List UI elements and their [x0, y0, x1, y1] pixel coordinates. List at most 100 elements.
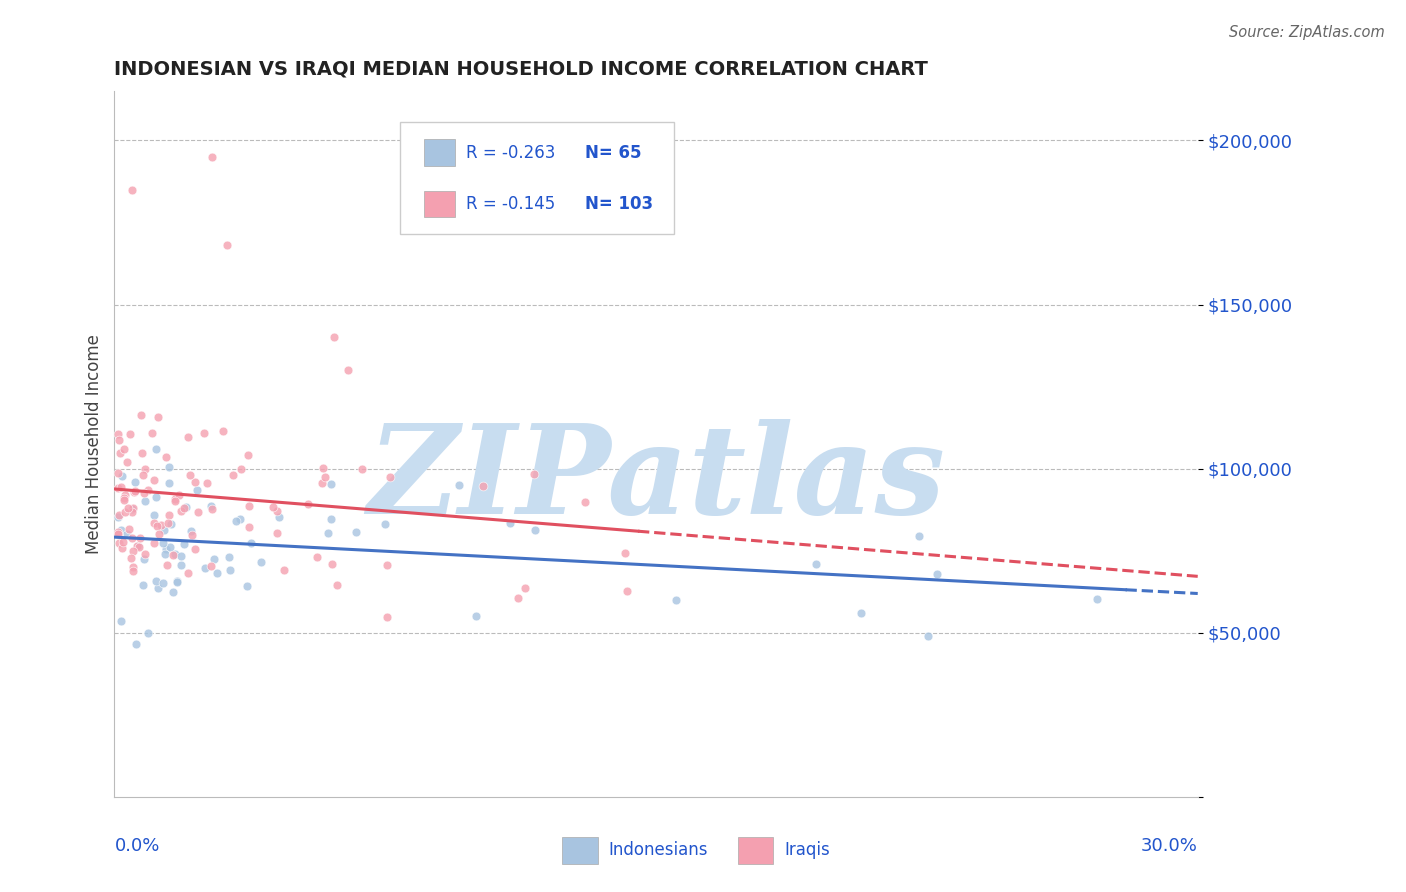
Point [219, 563, 242, 577]
Point [124, 475, 146, 489]
Point [806, 558, 828, 572]
Point [107, 524, 129, 539]
Point [110, 614, 132, 628]
Text: Iraqis: Iraqis [785, 841, 831, 859]
Point [163, 493, 186, 508]
Point [229, 462, 252, 476]
Point [152, 536, 174, 550]
Point [297, 497, 319, 511]
Point [374, 516, 396, 531]
Point [157, 475, 180, 490]
Point [228, 511, 250, 525]
Point [212, 424, 235, 438]
Point [380, 470, 402, 484]
Point [129, 531, 152, 545]
Text: 0.0%: 0.0% [114, 837, 160, 855]
Text: 30.0%: 30.0% [1140, 837, 1198, 855]
Point [170, 558, 193, 572]
Point [238, 448, 260, 462]
Point [132, 551, 155, 566]
Point [122, 564, 145, 578]
Point [616, 584, 638, 599]
Point [155, 450, 177, 465]
Point [170, 504, 193, 518]
Point [240, 536, 263, 550]
Point [465, 608, 488, 623]
Point [117, 526, 139, 541]
Point [173, 537, 195, 551]
Point [121, 531, 143, 545]
Point [316, 526, 339, 541]
Point [108, 508, 131, 522]
Point [506, 591, 529, 606]
Point [186, 483, 208, 497]
Point [138, 625, 160, 640]
Point [148, 526, 170, 541]
Point [177, 566, 200, 581]
Point [267, 510, 290, 524]
Point [180, 528, 202, 542]
Point [202, 552, 225, 566]
Point [377, 558, 399, 572]
Point [117, 501, 139, 516]
Point [200, 502, 222, 516]
Point [156, 558, 179, 572]
Point [114, 504, 136, 518]
Point [166, 575, 188, 590]
Text: INDONESIAN VS IRAQI MEDIAN HOUSEHOLD INCOME CORRELATION CHART: INDONESIAN VS IRAQI MEDIAN HOUSEHOLD INC… [114, 60, 928, 78]
Point [107, 526, 129, 541]
Point [665, 592, 688, 607]
Point [110, 479, 132, 493]
Point [112, 535, 135, 549]
Point [266, 526, 288, 541]
Point [200, 499, 222, 513]
Point [162, 584, 184, 599]
Point [314, 470, 336, 484]
Point [194, 561, 217, 575]
Point [187, 505, 209, 519]
Point [121, 501, 143, 516]
Point [166, 574, 188, 588]
Point [908, 528, 931, 542]
Point [217, 238, 239, 252]
Point [145, 442, 167, 457]
Point [111, 541, 134, 555]
Point [225, 515, 247, 529]
Point [118, 522, 141, 536]
Point [218, 549, 240, 564]
Point [184, 475, 207, 489]
Point [917, 629, 939, 643]
Point [165, 492, 187, 507]
Point [121, 505, 143, 519]
Point [107, 481, 129, 495]
Point [157, 508, 180, 522]
Point [162, 548, 184, 562]
Point [325, 578, 347, 592]
Point [321, 511, 343, 525]
Point [157, 516, 180, 530]
Point [131, 445, 153, 459]
Point [107, 467, 129, 481]
Point [238, 520, 260, 534]
Point [375, 610, 398, 624]
Point [235, 579, 257, 593]
Point [134, 462, 156, 476]
Point [120, 426, 142, 441]
Point [127, 539, 149, 553]
Point [173, 501, 195, 516]
Point [159, 540, 181, 554]
Point [160, 516, 183, 531]
Point [157, 459, 180, 474]
Point [167, 488, 190, 502]
Point [250, 555, 273, 569]
Point [153, 547, 176, 561]
Point [134, 494, 156, 508]
Point [146, 519, 169, 533]
Point [195, 476, 218, 491]
Point [141, 425, 163, 440]
Point [107, 535, 129, 549]
Point [108, 433, 131, 447]
Point [131, 409, 153, 423]
Point [319, 477, 342, 491]
Point [174, 500, 197, 514]
